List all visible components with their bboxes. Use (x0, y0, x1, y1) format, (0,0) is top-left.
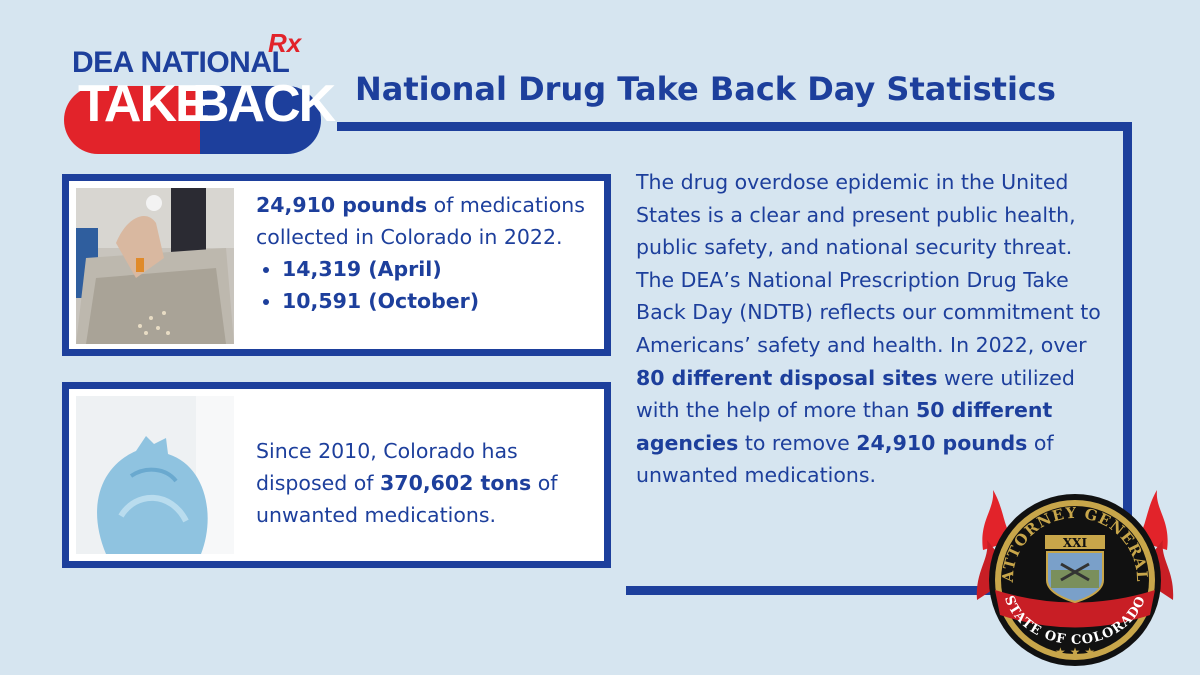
para-bold-sites: 80 different disposal sites (636, 365, 938, 390)
card1-lead-rest: of medications collected in Colorado in … (256, 193, 585, 249)
para-part-3: to remove (738, 430, 857, 455)
card2-text-before: Since 2010, Colorado has disposed of (256, 439, 518, 495)
seal-numeral: XXI (1063, 536, 1088, 550)
logo-top-text: DEA NATIONAL (72, 46, 290, 79)
pill-shape-icon (64, 86, 321, 154)
logo-rx-mark: Rx (268, 28, 302, 58)
frame-bottom-border (626, 586, 1132, 595)
dea-takeback-logo: DEA NATIONAL Rx TAKE BACK (60, 28, 336, 158)
description-paragraph: The drug overdose epidemic in the United… (636, 166, 1106, 492)
bullet-october: 10,591 (October) (282, 285, 604, 317)
para-part-1: The drug overdose epidemic in the United… (636, 170, 1101, 357)
card2-bold-tons: 370,602 tons (380, 471, 532, 495)
stat-card-since-2010: Since 2010, Colorado has disposed of 370… (62, 382, 611, 568)
frame-top-border (337, 122, 1132, 131)
para-part-4: of unwanted medications. (636, 430, 1054, 488)
pill-back-text: BACK (192, 75, 336, 133)
card1-bold-lead: 24,910 pounds (256, 193, 428, 217)
bullet-april: 14,319 (April) (282, 253, 604, 285)
hand-disposing-pills-photo-icon (76, 188, 234, 344)
pill-take-text: TAKE (78, 75, 210, 133)
page-title: National Drug Take Back Day Statistics (355, 70, 1056, 108)
card2-text-after: of unwanted medications. (256, 471, 558, 527)
svg-text:★ ★ ★: ★ ★ ★ (1055, 645, 1095, 659)
para-bold-pounds: 24,910 pounds (856, 430, 1028, 455)
para-part-2: were utilized with the help of more than (636, 365, 1075, 423)
blue-trash-bag-photo-icon (76, 396, 234, 554)
para-bold-agencies: 50 different agencies (636, 398, 1053, 455)
stat-card-2022: 24,910 pounds of medications collected i… (62, 174, 611, 356)
frame-right-border (1123, 122, 1132, 595)
card1-bullet-list: 14,319 (April) 10,591 (October) (256, 253, 604, 317)
attorney-general-seal-icon: ATTORNEY GENERAL STATE OF COLORADO XXI ★… (976, 490, 1174, 666)
card1-text: 24,910 pounds of medications collected i… (256, 189, 604, 317)
card2-text: Since 2010, Colorado has disposed of 370… (256, 435, 604, 531)
